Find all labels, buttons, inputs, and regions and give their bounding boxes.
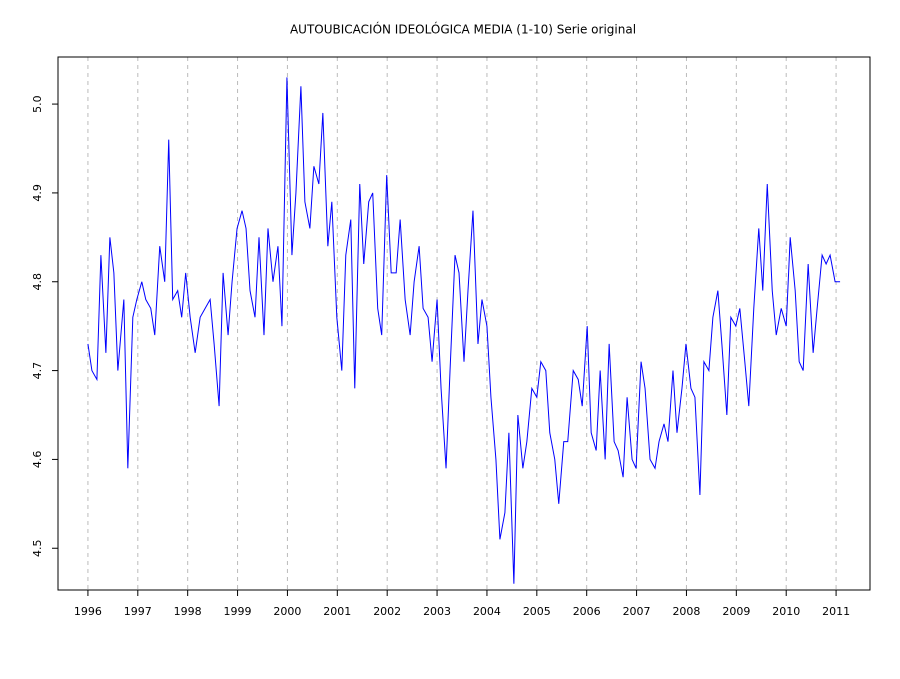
y-tick-label: 4.8 (31, 273, 44, 291)
x-tick-label: 2007 (623, 605, 651, 618)
x-tick-label: 2000 (273, 605, 301, 618)
x-tick-label: 2010 (772, 605, 800, 618)
y-tick-label: 5.0 (31, 95, 44, 113)
x-tick-label: 1998 (174, 605, 202, 618)
x-tick-label: 2005 (523, 605, 551, 618)
x-tick-label: 2006 (573, 605, 601, 618)
x-tick-label: 1996 (74, 605, 102, 618)
x-tick-label: 2008 (672, 605, 700, 618)
plot-frame (57, 56, 871, 591)
x-tick-label: 2001 (323, 605, 351, 618)
x-tick-label: 2011 (822, 605, 850, 618)
y-tick-label: 4.7 (31, 362, 44, 380)
y-tick-label: 4.5 (31, 539, 44, 557)
y-tick-label: 4.9 (31, 184, 44, 202)
x-tick-label: 2003 (423, 605, 451, 618)
data-line (87, 77, 841, 584)
chart-title: AUTOUBICACIÓN IDEOLÓGICA MEDIA (1-10) Se… (290, 22, 636, 37)
x-tick-label: 2002 (373, 605, 401, 618)
x-tick-label: 1997 (124, 605, 152, 618)
y-tick-label: 4.6 (31, 451, 44, 469)
x-tick-label: 1999 (224, 605, 252, 618)
x-tick-label: 2004 (473, 605, 501, 618)
x-tick-label: 2009 (722, 605, 750, 618)
